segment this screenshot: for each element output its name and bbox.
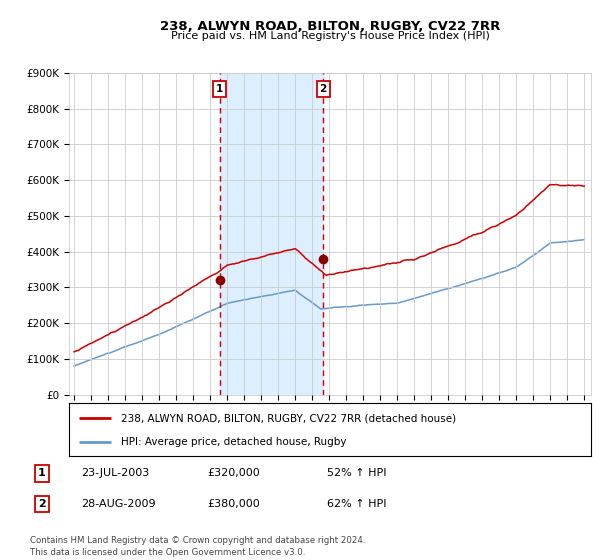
Text: 23-JUL-2003: 23-JUL-2003 bbox=[81, 468, 149, 478]
Text: 2: 2 bbox=[320, 84, 327, 94]
Text: £320,000: £320,000 bbox=[207, 468, 260, 478]
Text: Contains HM Land Registry data © Crown copyright and database right 2024.
This d: Contains HM Land Registry data © Crown c… bbox=[30, 536, 365, 557]
Text: 1: 1 bbox=[216, 84, 223, 94]
Text: HPI: Average price, detached house, Rugby: HPI: Average price, detached house, Rugb… bbox=[121, 436, 347, 446]
Text: 1: 1 bbox=[38, 468, 46, 478]
Text: 52% ↑ HPI: 52% ↑ HPI bbox=[327, 468, 386, 478]
Text: 62% ↑ HPI: 62% ↑ HPI bbox=[327, 499, 386, 509]
Text: 238, ALWYN ROAD, BILTON, RUGBY, CV22 7RR: 238, ALWYN ROAD, BILTON, RUGBY, CV22 7RR bbox=[160, 20, 500, 32]
Text: 238, ALWYN ROAD, BILTON, RUGBY, CV22 7RR (detached house): 238, ALWYN ROAD, BILTON, RUGBY, CV22 7RR… bbox=[121, 413, 457, 423]
Text: Price paid vs. HM Land Registry's House Price Index (HPI): Price paid vs. HM Land Registry's House … bbox=[170, 31, 490, 41]
Text: £380,000: £380,000 bbox=[207, 499, 260, 509]
Bar bbox=[220, 73, 323, 395]
Text: 2: 2 bbox=[38, 499, 46, 509]
Text: 28-AUG-2009: 28-AUG-2009 bbox=[81, 499, 155, 509]
